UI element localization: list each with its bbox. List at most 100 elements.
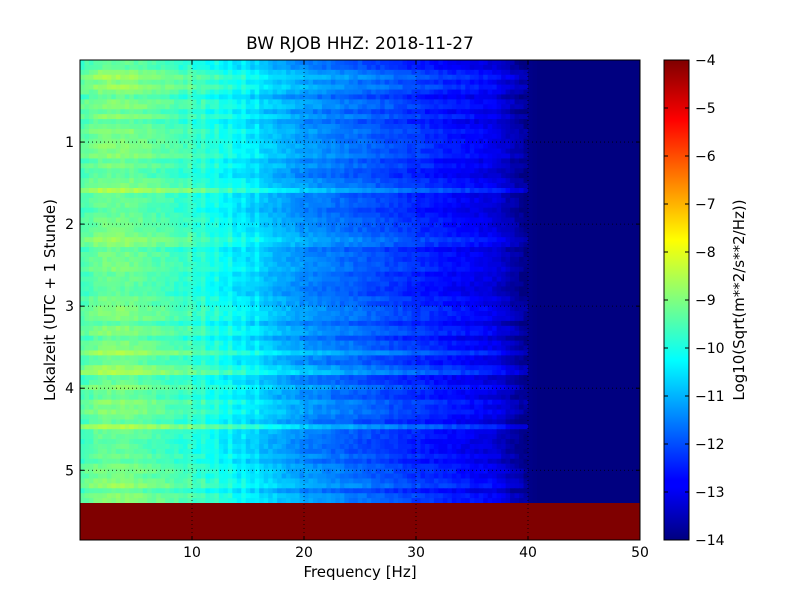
heatmap-cell <box>129 138 135 145</box>
heatmap-cell <box>227 133 233 140</box>
heatmap-cell <box>568 178 574 184</box>
heatmap-cell <box>447 133 453 140</box>
heatmap-cell <box>424 84 431 91</box>
heatmap-cell <box>519 79 525 86</box>
heatmap-cell <box>272 232 278 238</box>
heatmap-cell <box>286 133 292 140</box>
heatmap-cell <box>209 64 215 71</box>
heatmap-cell <box>174 252 180 258</box>
heatmap-cell <box>259 202 265 209</box>
heatmap-cell <box>474 124 480 130</box>
heatmap-cell <box>344 133 350 140</box>
heatmap-cell <box>626 133 632 140</box>
heatmap-cell <box>268 109 274 115</box>
heatmap-cell <box>290 212 296 219</box>
heatmap-cell <box>115 163 121 169</box>
heatmap-cell <box>142 217 148 224</box>
heatmap-cell <box>263 60 269 66</box>
heatmap-cell <box>505 227 511 233</box>
heatmap-cell <box>528 222 534 228</box>
heatmap-cell <box>106 79 112 86</box>
heatmap-cell <box>312 79 319 86</box>
heatmap-cell <box>590 247 596 253</box>
heatmap-cell <box>339 192 345 199</box>
heatmap-cell <box>492 133 498 140</box>
heatmap-cell <box>165 64 171 71</box>
heatmap-cell <box>268 148 274 155</box>
heatmap-cell <box>442 89 448 96</box>
heatmap-cell <box>590 69 596 76</box>
heatmap-cell <box>380 202 386 209</box>
heatmap-cell <box>420 158 426 164</box>
heatmap-cell <box>223 138 229 145</box>
heatmap-cell <box>169 64 175 71</box>
heatmap-cell <box>626 183 632 189</box>
heatmap-cell <box>97 114 103 120</box>
heatmap-cell <box>595 138 601 145</box>
heatmap-cell <box>577 158 583 164</box>
heatmap-cell <box>604 163 610 169</box>
heatmap-cell <box>196 192 202 199</box>
heatmap-cell <box>510 119 516 125</box>
heatmap-cell <box>160 84 166 91</box>
heatmap-cell <box>469 192 475 199</box>
heatmap-cell <box>577 124 583 130</box>
heatmap-cell <box>465 138 471 145</box>
heatmap-cell <box>129 173 135 179</box>
heatmap-cell <box>554 143 560 150</box>
heatmap-cell <box>129 74 135 81</box>
heatmap-cell <box>353 178 359 184</box>
heatmap-cell <box>469 237 475 243</box>
heatmap-cell <box>272 109 278 115</box>
heatmap-cell <box>353 89 359 96</box>
heatmap-cell <box>393 69 399 76</box>
heatmap-cell <box>174 74 180 81</box>
heatmap-cell <box>559 89 565 96</box>
heatmap-cell <box>514 99 520 105</box>
heatmap-cell <box>465 153 471 160</box>
heatmap-cell <box>227 119 233 125</box>
heatmap-cell <box>120 74 126 81</box>
heatmap-cell <box>433 143 439 150</box>
heatmap-cell <box>286 173 292 179</box>
heatmap-cell <box>371 232 377 238</box>
heatmap-cell <box>371 74 377 81</box>
heatmap-cell <box>124 222 130 228</box>
heatmap-cell <box>200 197 207 204</box>
heatmap-cell <box>295 197 301 204</box>
heatmap-cell <box>568 138 574 145</box>
heatmap-cell <box>545 148 551 155</box>
heatmap-cell <box>232 188 238 194</box>
heatmap-cell <box>424 227 431 233</box>
heatmap-cell <box>196 242 202 248</box>
heatmap-cell <box>330 104 336 110</box>
heatmap-cell <box>478 153 484 160</box>
heatmap-cell <box>174 237 180 243</box>
heatmap-cell <box>523 119 529 125</box>
heatmap-cell <box>84 212 90 219</box>
heatmap-cell <box>487 178 493 184</box>
heatmap-cell <box>326 222 332 228</box>
heatmap-cell <box>532 222 538 228</box>
heatmap-cell <box>268 89 274 96</box>
heatmap-cell <box>375 74 381 81</box>
heatmap-cell <box>241 84 247 91</box>
heatmap-cell <box>424 153 431 160</box>
heatmap-cell <box>536 124 543 130</box>
heatmap-cell <box>474 217 480 224</box>
heatmap-cell <box>88 153 95 160</box>
heatmap-cell <box>115 84 121 91</box>
heatmap-cell <box>326 217 332 224</box>
heatmap-cell <box>272 173 278 179</box>
heatmap-cell <box>84 197 90 204</box>
heatmap-cell <box>447 222 453 228</box>
heatmap-cell <box>183 188 189 194</box>
heatmap-cell <box>102 89 108 96</box>
heatmap-cell <box>590 153 596 160</box>
heatmap-cell <box>120 217 126 224</box>
heatmap-cell <box>93 168 99 174</box>
heatmap-cell <box>554 153 560 160</box>
heatmap-cell <box>124 109 130 115</box>
heatmap-cell <box>330 109 336 115</box>
heatmap-cell <box>559 84 565 91</box>
